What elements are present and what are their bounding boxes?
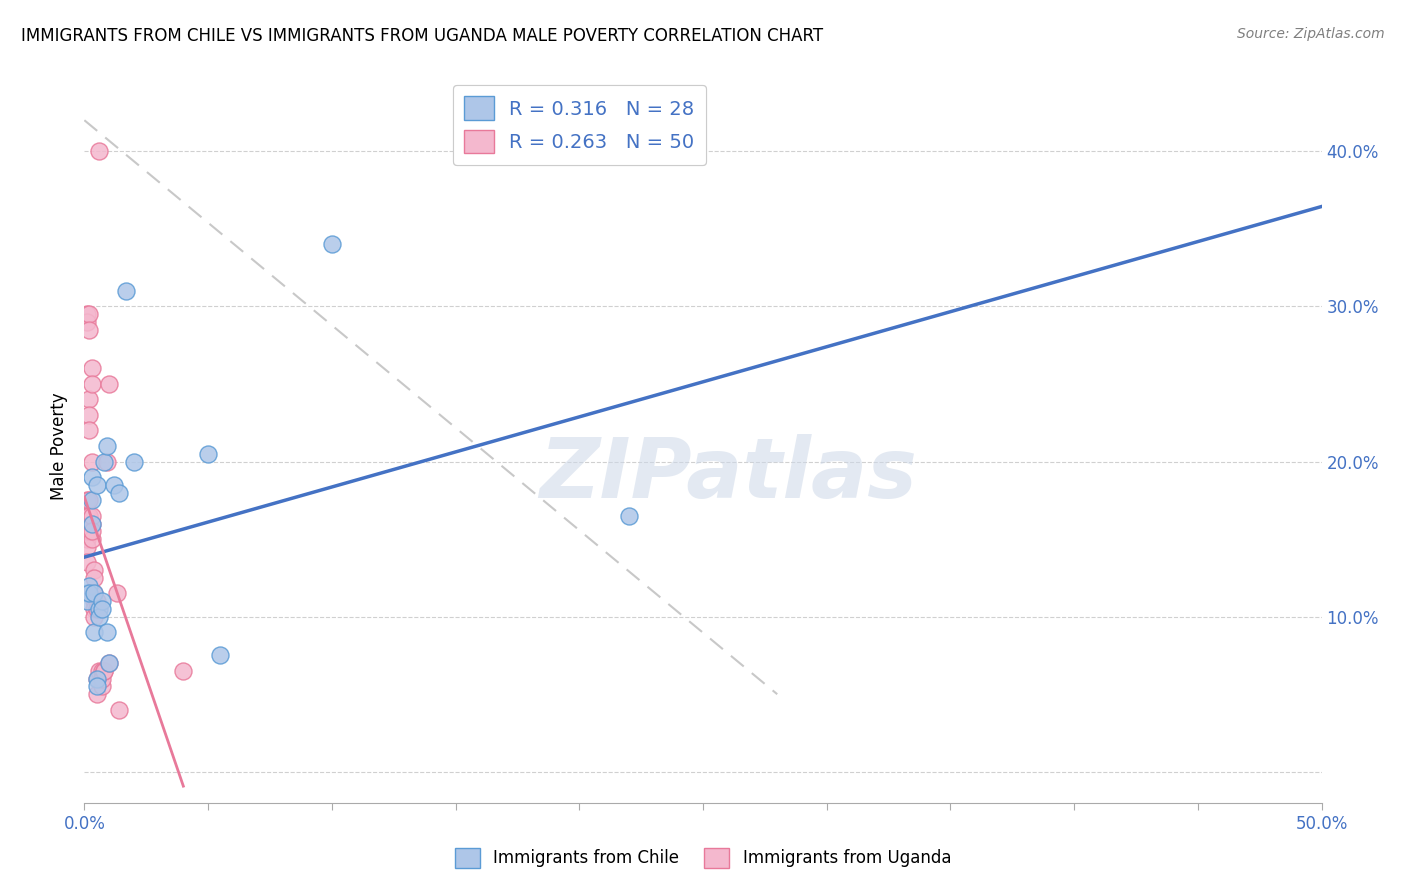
Point [80, 516, 103, 531]
Point [79, 508, 101, 523]
Point [79, 579, 101, 593]
Point [80, 524, 103, 539]
Point [80, 376, 103, 391]
Point [76, 524, 98, 539]
Point [76, 493, 98, 508]
Point [76, 524, 98, 539]
Point [86, 672, 108, 686]
Point [90, 602, 112, 616]
Point [79, 323, 101, 337]
Point [90, 672, 112, 686]
Point [76, 307, 98, 321]
Point [79, 524, 101, 539]
Text: Source: ZipAtlas.com: Source: ZipAtlas.com [1237, 27, 1385, 41]
Legend: R = 0.316   N = 28, R = 0.263   N = 50: R = 0.316 N = 28, R = 0.263 N = 50 [453, 85, 706, 165]
Point [86, 687, 108, 701]
Point [90, 594, 112, 608]
Point [83, 609, 105, 624]
Point [93, 454, 115, 468]
Point [80, 516, 103, 531]
Point [79, 586, 101, 600]
Point [105, 586, 128, 600]
Point [79, 408, 101, 422]
Point [83, 571, 105, 585]
Point [80, 361, 103, 376]
Point [83, 594, 105, 608]
Point [108, 485, 131, 500]
Point [76, 586, 98, 600]
Point [89, 609, 111, 624]
Point [80, 470, 103, 484]
Point [79, 508, 101, 523]
Point [79, 392, 101, 407]
Point [83, 625, 105, 640]
Point [86, 477, 108, 491]
Point [98, 656, 121, 670]
Point [86, 680, 108, 694]
Text: IMMIGRANTS FROM CHILE VS IMMIGRANTS FROM UGANDA MALE POVERTY CORRELATION CHART: IMMIGRANTS FROM CHILE VS IMMIGRANTS FROM… [21, 27, 824, 45]
Legend: Immigrants from Chile, Immigrants from Uganda: Immigrants from Chile, Immigrants from U… [449, 841, 957, 875]
Point [98, 656, 121, 670]
Point [103, 477, 125, 491]
Point [86, 672, 108, 686]
Point [89, 602, 111, 616]
Point [80, 493, 103, 508]
Point [83, 586, 105, 600]
Point [108, 703, 131, 717]
Point [122, 454, 145, 468]
Point [83, 563, 105, 577]
Point [83, 586, 105, 600]
Point [80, 532, 103, 546]
Point [76, 555, 98, 569]
Point [76, 540, 98, 554]
Point [115, 284, 138, 298]
Point [90, 680, 112, 694]
Point [76, 594, 98, 608]
Point [98, 376, 121, 391]
Point [197, 447, 219, 461]
Text: ZIPatlas: ZIPatlas [538, 434, 917, 515]
Point [617, 508, 640, 523]
Point [209, 648, 232, 663]
Point [96, 625, 118, 640]
Point [93, 664, 115, 678]
Point [76, 532, 98, 546]
Point [86, 594, 108, 608]
Point [93, 664, 115, 678]
Point [79, 424, 101, 438]
Point [321, 237, 343, 252]
Point [76, 508, 98, 523]
Point [172, 664, 194, 678]
Point [79, 493, 101, 508]
Point [80, 508, 103, 523]
Point [86, 602, 108, 616]
Point [83, 602, 105, 616]
Point [89, 664, 111, 678]
Point [79, 524, 101, 539]
Point [79, 307, 101, 321]
Point [80, 454, 103, 468]
Point [89, 145, 111, 159]
Point [96, 439, 118, 453]
Point [90, 664, 112, 678]
Point [76, 315, 98, 329]
Y-axis label: Male Poverty: Male Poverty [51, 392, 69, 500]
Point [80, 586, 103, 600]
Point [96, 454, 118, 468]
